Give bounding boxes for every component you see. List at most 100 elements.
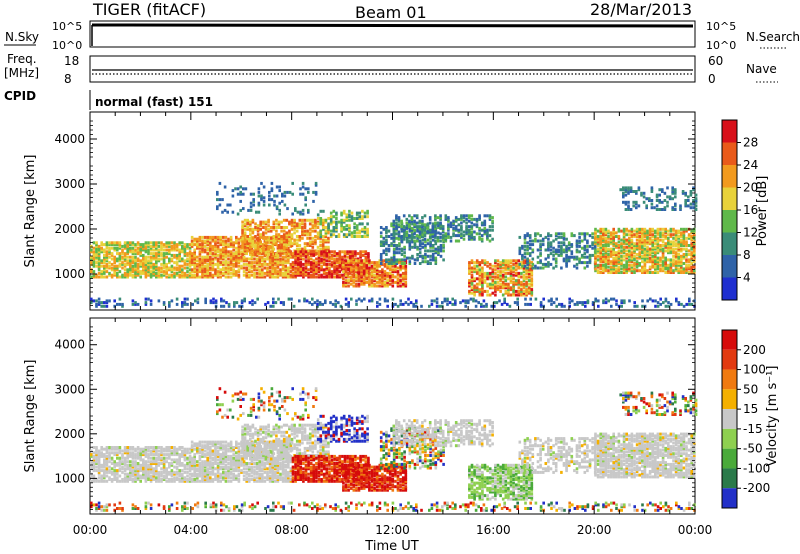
- power-cell: [679, 206, 682, 210]
- power-cell: [108, 248, 111, 252]
- power-cell: [296, 259, 300, 263]
- power-cell: [408, 223, 411, 227]
- power-cell: [340, 213, 343, 217]
- power-cell: [173, 275, 176, 279]
- power-cell: [651, 238, 654, 242]
- power-cell: [256, 236, 260, 240]
- power-cell: [196, 264, 199, 268]
- power-cell: [580, 255, 584, 259]
- power-cell: [223, 185, 227, 189]
- power-cell: [261, 273, 264, 277]
- power-cell: [594, 260, 597, 264]
- power-cell: [475, 223, 479, 227]
- power-cell: [609, 265, 613, 269]
- power-cell: [674, 265, 678, 269]
- power-cell: [395, 262, 399, 265]
- power-cell: [663, 191, 667, 195]
- power-cell: [620, 251, 623, 255]
- power-cell: [227, 239, 230, 243]
- power-cell: [277, 244, 281, 247]
- power-cell: [103, 257, 106, 261]
- power-cell: [488, 282, 492, 286]
- power-cell: [667, 240, 670, 244]
- power-cell: [316, 236, 320, 240]
- power-cell: [390, 236, 393, 240]
- power-cell: [415, 299, 418, 303]
- power-cell: [612, 236, 615, 240]
- power-cell: [240, 301, 244, 305]
- power-cell: [681, 190, 685, 193]
- power-cell: [368, 261, 371, 265]
- power-cell: [105, 304, 109, 308]
- power-cell: [123, 259, 127, 263]
- power-cell: [134, 257, 137, 261]
- power-cell: [328, 259, 331, 263]
- power-cell: [594, 240, 597, 244]
- power-cell: [437, 224, 440, 228]
- power-cell: [677, 254, 680, 258]
- velocity-cell: [95, 479, 98, 483]
- power-cell: [328, 252, 331, 256]
- power-cell: [609, 231, 613, 235]
- power-cell: [580, 261, 584, 265]
- power-cell: [628, 240, 631, 244]
- power-cell: [147, 248, 150, 252]
- power-cell: [253, 273, 256, 277]
- power-cell: [279, 262, 282, 266]
- power-cell: [198, 261, 202, 265]
- power-cell: [604, 238, 608, 242]
- power-cell: [527, 264, 531, 268]
- power-cell: [478, 282, 482, 286]
- power-cell: [656, 236, 660, 240]
- power-cell: [299, 271, 303, 275]
- power-cell: [628, 249, 631, 253]
- power-cell: [642, 191, 646, 195]
- power-cell: [565, 259, 568, 263]
- power-cell: [468, 268, 471, 272]
- power-cell: [198, 253, 202, 257]
- power-cell: [232, 273, 235, 277]
- power-cell: [449, 221, 453, 225]
- power-cell: [319, 240, 322, 244]
- power-cell: [194, 299, 197, 303]
- power-cell: [316, 231, 320, 235]
- power-cell: [317, 266, 321, 270]
- power-cell: [648, 265, 652, 269]
- power-cell: [335, 211, 338, 215]
- power-cell: [280, 245, 283, 249]
- power-cell: [351, 270, 355, 274]
- power-cell: [160, 248, 163, 252]
- power-cell: [480, 304, 483, 308]
- power-cell: [311, 302, 314, 306]
- power-cell: [136, 252, 140, 256]
- power-cell: [160, 270, 163, 274]
- power-cell: [183, 253, 187, 257]
- power-cell: [655, 193, 659, 197]
- power-cell: [271, 270, 274, 274]
- velocity-cell: [97, 470, 101, 474]
- power-cell: [491, 282, 495, 286]
- power-cell: [108, 243, 111, 247]
- power-cell: [347, 302, 350, 306]
- power-cell: [201, 270, 204, 274]
- power-cell: [295, 222, 299, 226]
- power-cell: [335, 264, 339, 268]
- power-cell: [667, 233, 670, 237]
- power-cell: [155, 244, 158, 248]
- power-cell: [243, 222, 247, 226]
- power-cell: [293, 226, 296, 229]
- power-cell: [408, 262, 412, 265]
- power-cell: [615, 254, 618, 258]
- power-cell: [646, 251, 649, 255]
- power-cell: [281, 255, 285, 259]
- power-cell: [687, 265, 691, 269]
- power-cell: [452, 232, 455, 236]
- power-cell: [547, 241, 550, 245]
- power-cell: [92, 271, 96, 275]
- power-cell: [190, 252, 194, 256]
- power-cell: [345, 213, 349, 217]
- power-cell: [680, 265, 683, 269]
- power-cell: [514, 282, 518, 286]
- power-cell: [347, 268, 350, 272]
- power-cell: [509, 280, 513, 284]
